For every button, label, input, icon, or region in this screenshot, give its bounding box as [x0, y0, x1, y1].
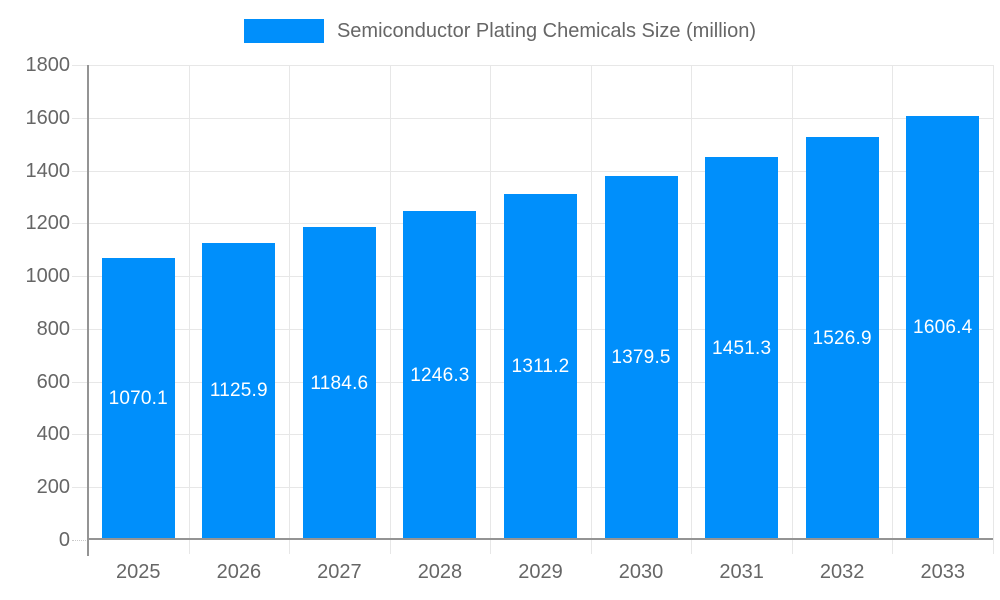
bar-2033[interactable]: 1606.4 — [906, 116, 980, 540]
bar-value-label: 1184.6 — [310, 372, 369, 394]
bar-2030[interactable]: 1379.5 — [604, 175, 678, 540]
x-axis-label: 2032 — [819, 561, 865, 583]
y-axis-tick — [72, 170, 88, 172]
x-axis-line — [87, 538, 993, 540]
plot-area: 0 200 400 600 800 1000 1200 1400 1600 1800 1070.1 2… — [26, 54, 994, 583]
y-axis-label: 1400 — [25, 159, 71, 182]
y-axis-tick — [72, 65, 88, 66]
y-axis-tick — [72, 328, 88, 330]
y-axis-label: 600 — [36, 370, 70, 393]
bar-value-label: 1125.9 — [209, 380, 268, 402]
bar-2026[interactable]: 1125.9 — [202, 242, 276, 540]
y-axis-tick — [72, 223, 88, 225]
category-separator — [993, 65, 994, 554]
y-axis-label: 800 — [36, 317, 70, 340]
y-axis-tick — [72, 540, 88, 541]
bar-2029[interactable]: 1311.2 — [504, 194, 577, 540]
y-axis-label: 1000 — [25, 265, 71, 288]
legend-item[interactable]: Semiconductor Plating Chemicals Size (mi… — [0, 19, 1000, 43]
y-axis-label: 1800 — [25, 54, 71, 76]
y-axis-label: 200 — [36, 476, 70, 499]
gridline — [88, 170, 993, 172]
y-axis-label: 1600 — [25, 106, 71, 129]
bar-value-label: 1451.3 — [711, 337, 772, 359]
bar-value-label: 1070.1 — [108, 387, 168, 409]
category-separator — [691, 65, 693, 554]
bar-2027[interactable]: 1184.6 — [302, 227, 376, 540]
x-axis-label: 2029 — [518, 561, 563, 583]
category-separator — [590, 65, 592, 554]
category-separator — [389, 65, 391, 554]
y-axis-label: 400 — [36, 423, 70, 446]
category-separator — [188, 65, 190, 554]
bar-2032[interactable]: 1526.9 — [805, 137, 879, 540]
y-axis-line — [87, 65, 89, 556]
bar-2028[interactable]: 1246.3 — [403, 211, 477, 540]
y-axis-tick — [72, 381, 88, 383]
y-axis-tick — [72, 434, 88, 436]
x-axis-label: 2027 — [317, 561, 362, 583]
x-axis-label: 2031 — [719, 561, 764, 583]
y-axis-tick — [72, 117, 88, 119]
bar-value-label: 1606.4 — [913, 317, 973, 339]
category-separator — [490, 65, 492, 554]
x-axis-label: 2028 — [417, 561, 463, 583]
y-axis-tick — [72, 487, 88, 489]
bar-value-label: 1379.5 — [611, 346, 671, 368]
bar-value-label: 1526.9 — [812, 327, 872, 349]
bar-2025[interactable]: 1070.1 — [101, 257, 175, 540]
legend-swatch — [243, 19, 324, 43]
bar-value-label: 1246.3 — [410, 364, 470, 386]
category-separator — [791, 65, 793, 554]
category-separator — [892, 65, 894, 554]
x-axis-label: 2030 — [618, 561, 664, 583]
y-axis-tick — [72, 276, 88, 278]
legend-label: Semiconductor Plating Chemicals Size (mi… — [336, 19, 757, 42]
x-axis-label: 2026 — [216, 561, 262, 583]
y-axis-label: 1200 — [25, 212, 71, 235]
category-separator — [289, 65, 291, 554]
y-axis-label: 0 — [58, 529, 70, 551]
x-axis-label: 2025 — [116, 561, 161, 583]
bar-2031[interactable]: 1451.3 — [705, 157, 779, 540]
x-axis-label: 2033 — [920, 561, 965, 583]
bar-value-label: 1311.2 — [511, 356, 570, 377]
gridline — [88, 117, 993, 119]
gridline — [88, 65, 993, 66]
